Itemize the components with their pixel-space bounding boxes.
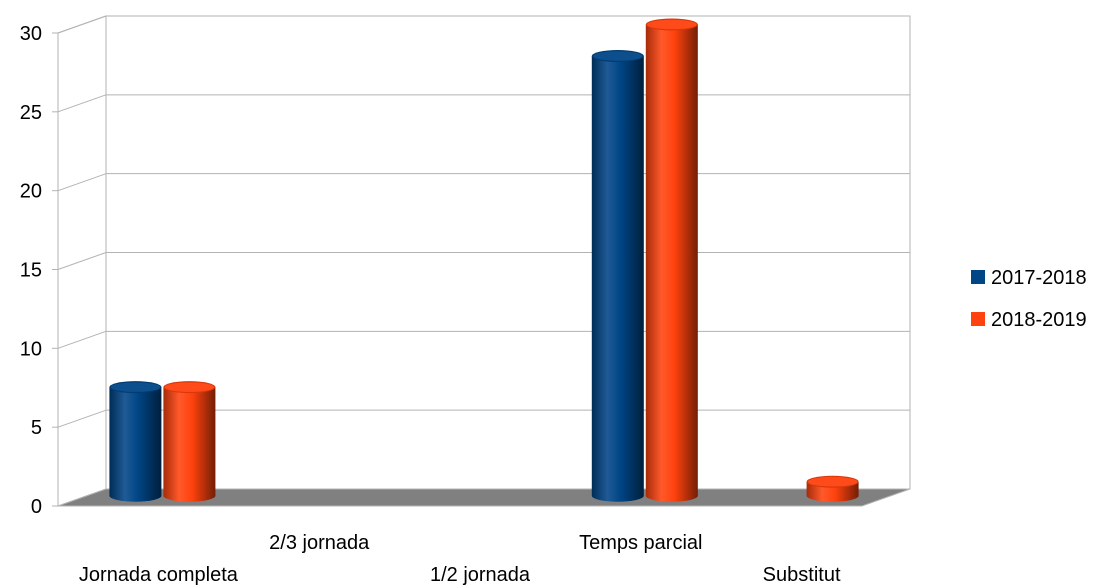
x-axis-labels: Jornada completa 2/3 jornada 1/2 jornada Te… <box>79 532 841 586</box>
gridlines <box>57 15 910 428</box>
y-tick-label: 20 <box>20 181 42 203</box>
y-tick-label: 15 <box>20 260 42 282</box>
bar-2018-2019-Substitut <box>806 475 859 502</box>
bar-2018-2019-Temps parcial <box>645 18 698 502</box>
gridline-side <box>57 173 107 192</box>
legend: 2017-2018 2018-2019 <box>971 267 1087 331</box>
bar-2017-2018-Temps parcial <box>591 50 644 502</box>
y-tick-label: 30 <box>20 23 42 45</box>
gridline-side <box>57 94 107 113</box>
x-category-label: Jornada completa <box>79 564 239 586</box>
y-axis-ticks: 0 5 10 15 20 25 30 <box>20 23 59 518</box>
gridline-side <box>57 409 107 428</box>
bar-2017-2018-Jornada completa <box>109 381 162 502</box>
y-tick-label: 10 <box>20 338 42 360</box>
x-category-label: Substitut <box>763 564 841 586</box>
legend-swatch <box>971 270 985 284</box>
gridline-side <box>57 15 107 34</box>
bars <box>109 18 859 502</box>
x-category-label: 2/3 jornada <box>269 532 370 554</box>
x-category-label: Temps parcial <box>579 532 702 554</box>
x-category-label: 1/2 jornada <box>430 564 531 586</box>
legend-label: 2017-2018 <box>991 267 1087 289</box>
y-tick-label: 0 <box>31 496 42 518</box>
gridline-side <box>57 252 107 270</box>
gridline-side <box>57 330 107 349</box>
y-tick-label: 5 <box>31 417 42 439</box>
legend-swatch <box>971 312 985 326</box>
bar-2018-2019-Jornada completa <box>163 381 216 502</box>
legend-label: 2018-2019 <box>991 309 1087 331</box>
y-tick-label: 25 <box>20 102 42 124</box>
